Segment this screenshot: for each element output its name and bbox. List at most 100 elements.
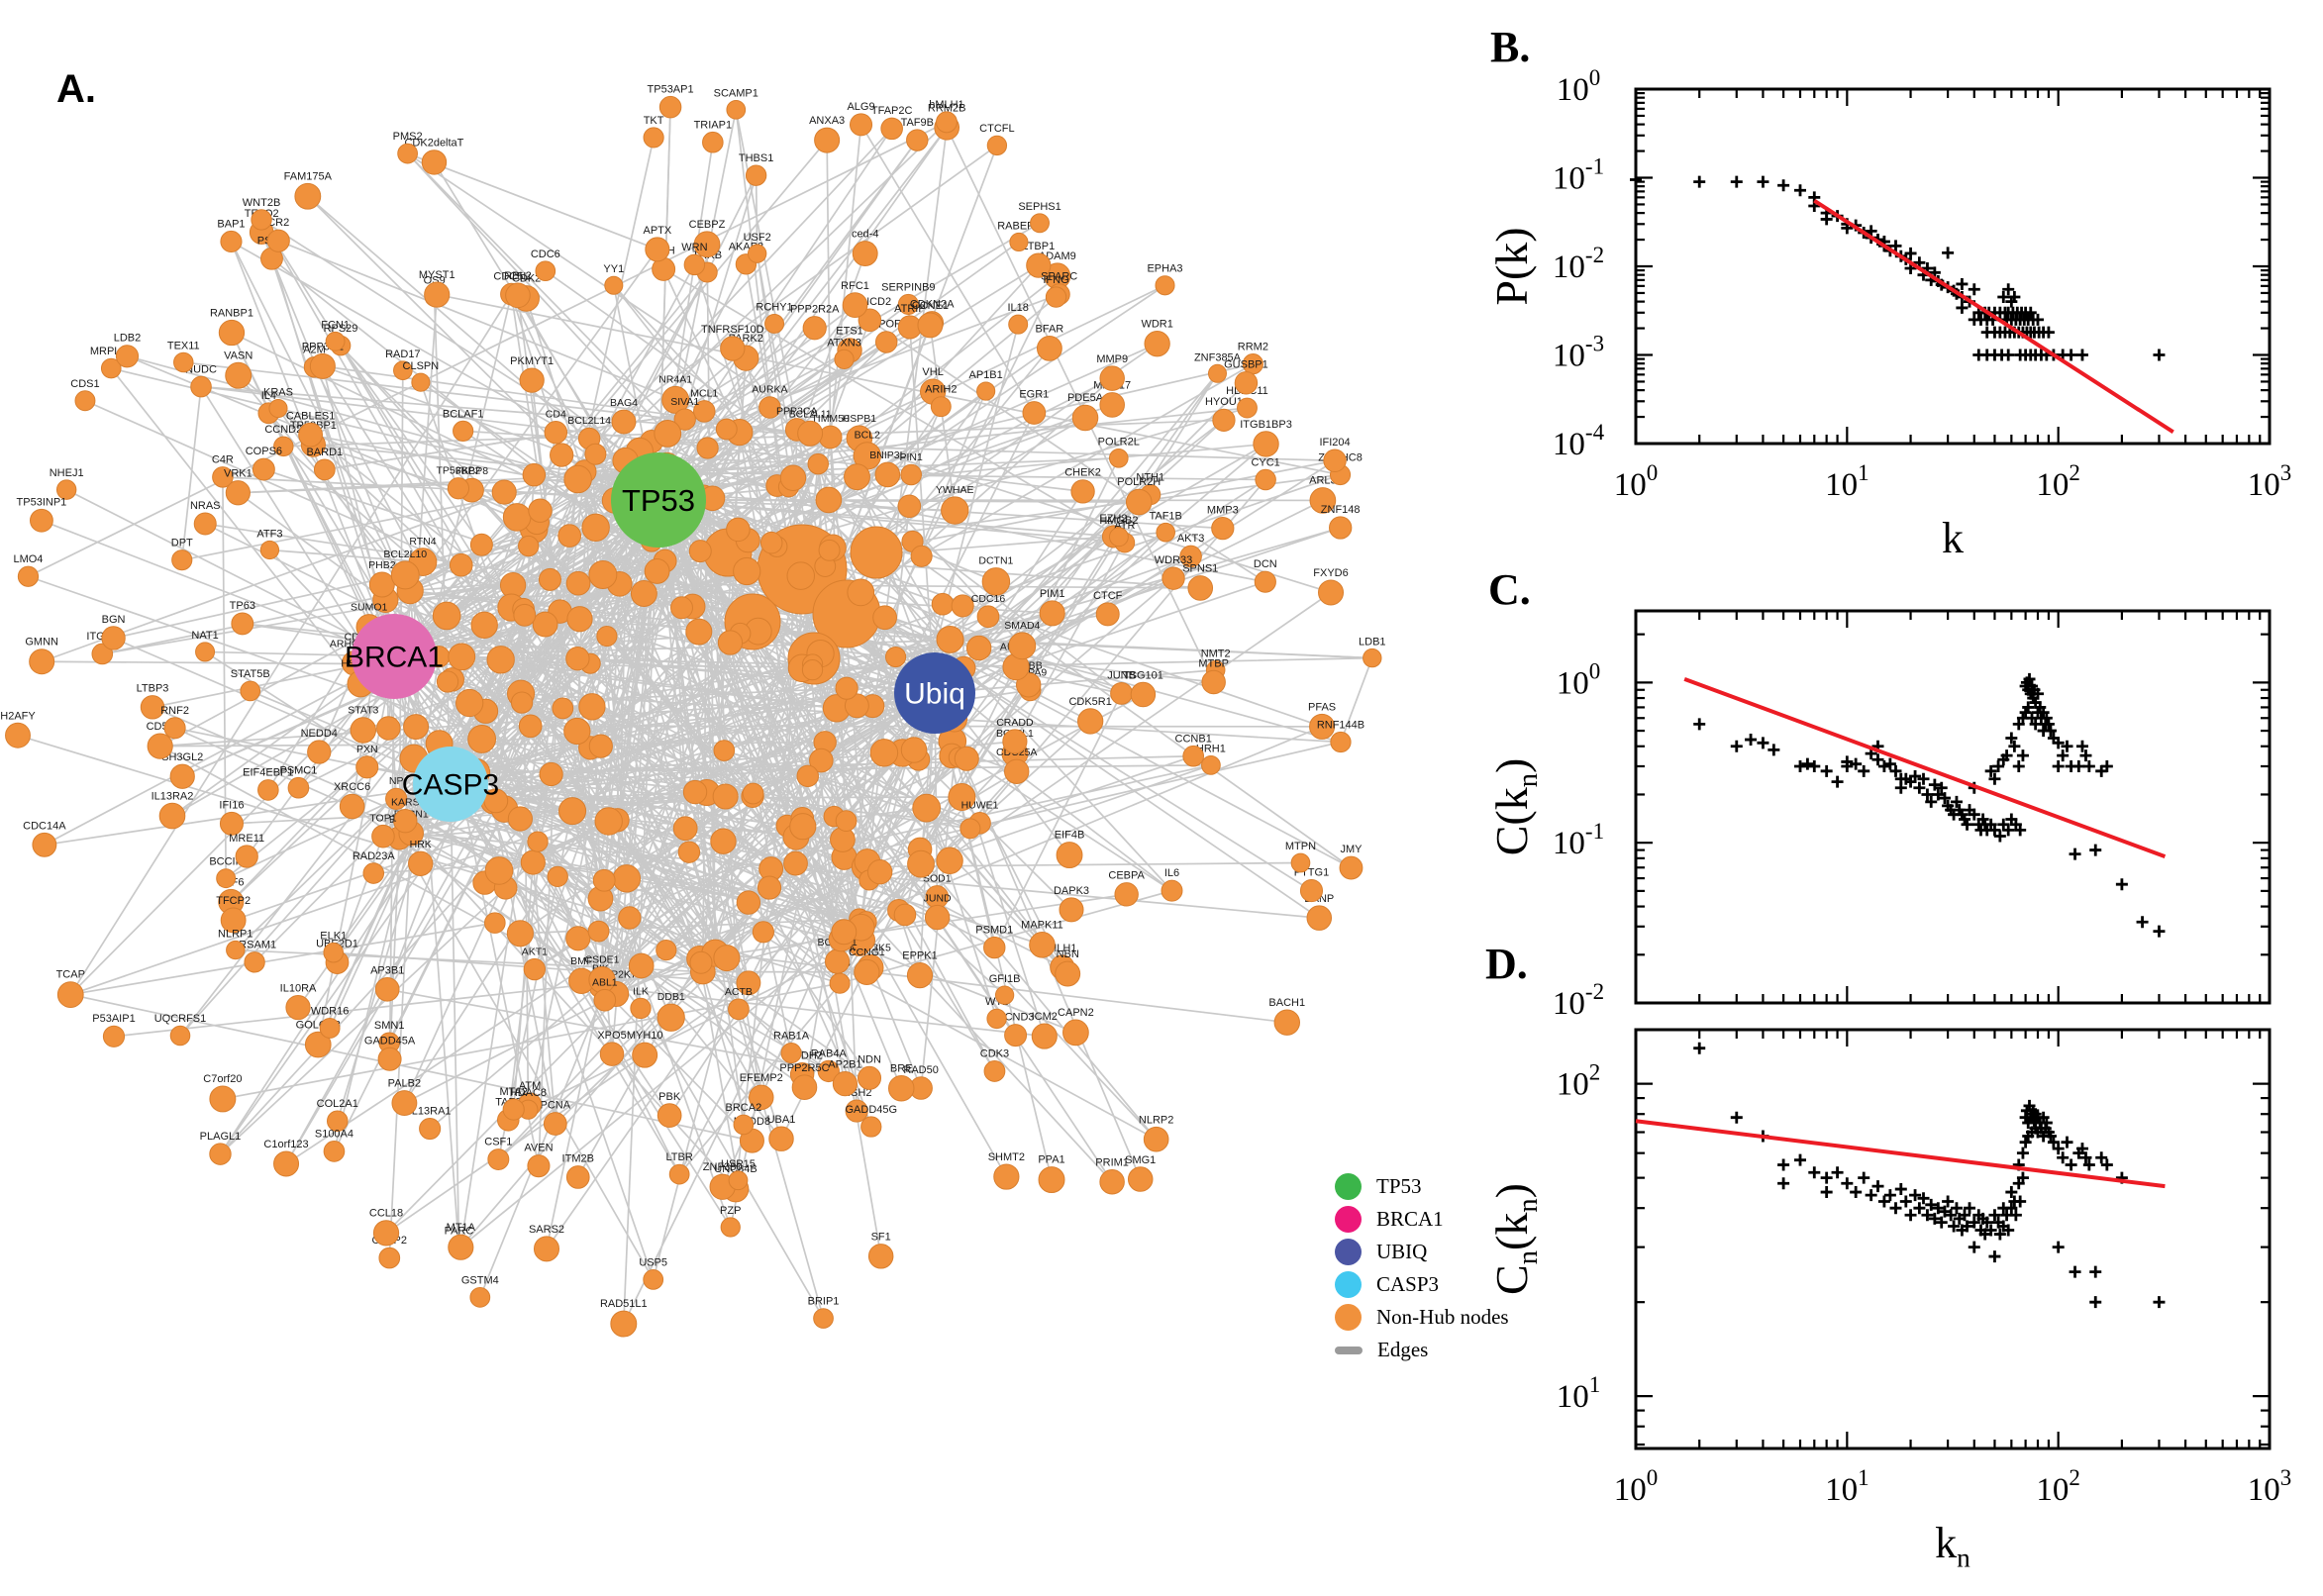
nonhub-node-label: PPP2R5C — [779, 1062, 829, 1074]
nonhub-node — [854, 958, 880, 985]
nonhub-node — [1099, 1169, 1125, 1195]
nonhub-node — [983, 936, 1006, 959]
nonhub-node — [726, 99, 747, 120]
nonhub-node — [779, 464, 807, 491]
nonhub-node — [693, 231, 721, 258]
nonhub-node — [505, 282, 531, 309]
nonhub-node — [225, 480, 251, 506]
nonhub-node-label: PFAS — [1308, 701, 1336, 713]
nonhub-node-label: CCL18 — [369, 1208, 403, 1220]
nonhub-node-label: HRK — [410, 839, 432, 850]
nonhub-node — [487, 1148, 510, 1171]
nonhub-node-label: POLR2L — [1098, 436, 1140, 448]
nonhub-node-label: MCL1 — [690, 388, 718, 400]
nonhub-node — [368, 571, 395, 598]
nonhub-node-label: BCL2L10 — [383, 549, 427, 560]
nonhub-node-label: SPARC — [1041, 271, 1077, 283]
nonhub-node — [163, 717, 186, 740]
tick-label: 101 — [1557, 1372, 1601, 1415]
nonhub-node-label: GADD45G — [845, 1104, 897, 1116]
nonhub-node — [742, 782, 764, 805]
nonhub-node-label: BFAR — [1036, 323, 1064, 335]
nonhub-node — [565, 570, 591, 596]
nonhub-node-label: NP — [389, 775, 404, 787]
legend-dot-icon — [1335, 1271, 1362, 1298]
nonhub-node — [668, 1163, 690, 1185]
nonhub-node-label: RRM2 — [1238, 342, 1268, 353]
nonhub-node-label: NR4A1 — [658, 373, 692, 385]
nonhub-node-label: ETS1 — [836, 326, 863, 338]
nonhub-node-label: FXYD6 — [1313, 567, 1348, 579]
nonhub-node — [885, 646, 907, 668]
nonhub-node — [309, 352, 336, 379]
network-legend: TP53 BRCA1 UBIQ CASP3 Non-Hub nodes Edges — [1335, 1170, 1509, 1366]
nonhub-node — [930, 396, 952, 418]
nonhub-node — [469, 1286, 491, 1308]
nonhub-node-label: NLRP2 — [1139, 1114, 1173, 1126]
nonhub-node-label: IL4 — [261, 390, 276, 402]
nonhub-node-label: CHEK2 — [1064, 467, 1101, 479]
nonhub-node-label: UNC84B — [714, 1163, 757, 1175]
nonhub-node-label: MTBP — [1198, 657, 1229, 669]
nonhub-node-label: FCN1 — [321, 319, 350, 331]
nonhub-node — [519, 367, 545, 393]
nonhub-node — [235, 845, 258, 868]
nonhub-node-label: CSF1 — [484, 1137, 512, 1148]
nonhub-node — [917, 312, 944, 339]
nonhub-node — [102, 1025, 126, 1047]
nonhub-node — [1130, 681, 1157, 708]
nonhub-node-label: USF2 — [744, 232, 771, 244]
nonhub-node — [1036, 335, 1062, 361]
nonhub-node — [1110, 681, 1133, 705]
nonhub-node-label: RPS29 — [324, 323, 358, 335]
nonhub-node-label: THBS1 — [739, 152, 773, 164]
nonhub-node — [749, 1084, 774, 1111]
nonhub-node — [372, 1220, 400, 1247]
nonhub-node-label: COL2A1 — [317, 1098, 358, 1110]
x-axis-label: k — [1942, 514, 1964, 562]
nonhub-node-label: HDAC8 — [510, 1087, 547, 1099]
scatter-points — [1693, 672, 2166, 938]
nonhub-node-label: CDC16 — [971, 593, 1006, 605]
nonhub-node-label: LDB2 — [114, 333, 142, 345]
tick-label: 100 — [1614, 1465, 1659, 1508]
nonhub-node — [847, 578, 875, 607]
nonhub-node-label: WNT2B — [243, 197, 281, 209]
nonhub-node-label: PMS2 — [393, 131, 423, 143]
nonhub-node-label: BCLAF1 — [443, 408, 484, 420]
nonhub-node-label: RAD50 — [903, 1064, 938, 1076]
nonhub-node — [728, 998, 750, 1021]
nonhub-node-label: ZNF350 — [703, 1161, 743, 1173]
nonhub-node-label: ARL3 — [1309, 475, 1337, 487]
nonhub-node-label: SERPINB9 — [881, 281, 935, 293]
nonhub-node-label: ARIH2 — [925, 384, 957, 396]
nonhub-node-label: LDB1 — [1359, 636, 1386, 648]
nonhub-node-label: IL13RA2 — [152, 790, 194, 802]
nonhub-node-label: HMGB2 — [1099, 515, 1138, 527]
nonhub-node — [544, 420, 568, 445]
nonhub-node — [552, 697, 574, 720]
nonhub-node-label: SF1 — [871, 1232, 891, 1244]
nonhub-node — [1207, 363, 1227, 383]
hub-node-tp53 — [611, 452, 706, 548]
nonhub-node — [1201, 754, 1221, 775]
tick-label: 10-2 — [1553, 243, 1604, 285]
nonhub-node — [951, 594, 974, 618]
nonhub-node — [874, 331, 898, 353]
nonhub-node-label: BRE — [890, 1062, 913, 1074]
nonhub-node-label: WRN — [681, 242, 707, 253]
nonhub-node — [1077, 708, 1104, 735]
network-nodes: BIKHTTMAP2K7VCPTIMM50BCL2L14NPBAXBECN1MC… — [0, 83, 1386, 1338]
nonhub-node — [830, 827, 856, 852]
nonhub-node — [592, 868, 616, 892]
hub-node-label: CASP3 — [402, 769, 499, 802]
nonhub-node — [1237, 397, 1258, 419]
nonhub-node — [1318, 579, 1345, 606]
nonhub-node-label: KARS — [391, 797, 420, 809]
nonhub-node — [783, 850, 808, 876]
nonhub-node-label: BMF — [570, 955, 592, 967]
nonhub-node-label: SEPHS1 — [1018, 201, 1060, 213]
nonhub-node-label: CTCFL — [979, 123, 1014, 135]
nonhub-node-label: BCL2L11 — [789, 408, 832, 420]
nonhub-node-label: BARD1 — [306, 447, 343, 458]
